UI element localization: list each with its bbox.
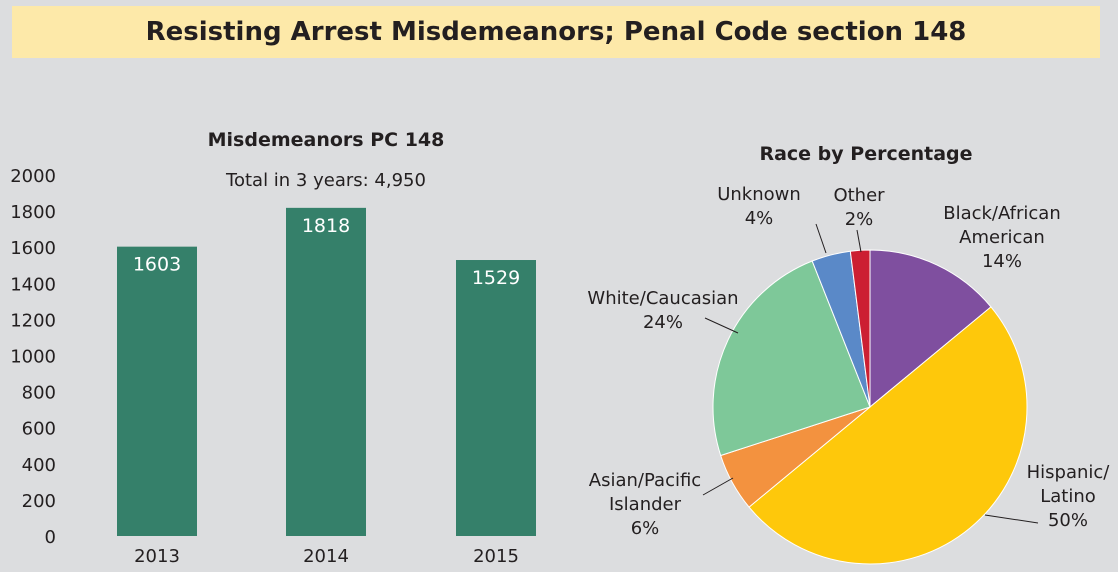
leader-line: [702, 477, 734, 496]
pie-category-label: Islander: [609, 494, 682, 515]
leader-line: [815, 223, 827, 254]
page-title: Resisting Arrest Misdemeanors; Penal Cod…: [145, 17, 967, 47]
x-tick-label: 2013: [134, 546, 180, 567]
leader-line: [704, 317, 739, 334]
y-tick-label: 600: [22, 419, 56, 440]
y-tick-label: 1000: [10, 347, 56, 368]
pie-value-label: 24%: [643, 312, 683, 333]
pie-slice: [869, 249, 992, 409]
pie-category-label: American: [959, 227, 1045, 248]
pie-value-label: 4%: [745, 208, 774, 229]
y-tick-label: 400: [22, 455, 56, 476]
pie-category-label: White/Caucasian: [587, 288, 738, 309]
pie-chart: Race by Percentage Black/African American…: [587, 143, 1111, 565]
bar-value-label: 1603: [133, 254, 181, 276]
pie-category-label: Unknown: [717, 184, 801, 205]
bar-2015: [456, 260, 536, 536]
pie-value-label: 14%: [982, 251, 1022, 272]
pie-category-label: Black/African: [943, 203, 1061, 224]
pie-slice: [849, 249, 871, 408]
y-tick-label: 1600: [10, 238, 56, 259]
y-tick-label: 1400: [10, 274, 56, 295]
pie-category-label: Other: [833, 185, 885, 206]
bar-chart: Misdemeanors PC 148 Total in 3 years: 4,…: [10, 129, 536, 567]
pie-slice: [712, 260, 871, 457]
bar-value-label: 1818: [302, 215, 350, 237]
pie-category-label: Hispanic/: [1027, 462, 1111, 483]
pie-chart-title: Race by Percentage: [759, 143, 972, 165]
y-tick-label: 1200: [10, 310, 56, 331]
pie-category-label: Latino: [1040, 486, 1096, 507]
leader-line: [856, 229, 862, 253]
page-title-banner: Resisting Arrest Misdemeanors; Penal Cod…: [12, 6, 1100, 58]
pie-value-label: 6%: [631, 518, 660, 539]
pie-value-label: 2%: [845, 209, 874, 230]
y-tick-label: 0: [45, 527, 56, 548]
y-tick-label: 2000: [10, 166, 56, 187]
y-tick-label: 200: [22, 491, 56, 512]
bar-2014: [286, 207, 366, 536]
y-tick-label: 1800: [10, 202, 56, 223]
leader-line: [984, 514, 1039, 524]
x-tick-label: 2014: [303, 546, 349, 567]
pie-slice: [748, 306, 1028, 565]
bar-value-label: 1529: [472, 267, 520, 289]
x-tick-label: 2015: [473, 546, 519, 567]
bar-chart-subtitle: Total in 3 years: 4,950: [225, 170, 426, 191]
bar-chart-title: Misdemeanors PC 148: [208, 129, 445, 151]
y-tick-label: 800: [22, 383, 56, 404]
bar-2013: [117, 246, 197, 536]
pie-category-label: Asian/Pacific: [589, 470, 701, 491]
pie-value-label: 50%: [1048, 510, 1088, 531]
